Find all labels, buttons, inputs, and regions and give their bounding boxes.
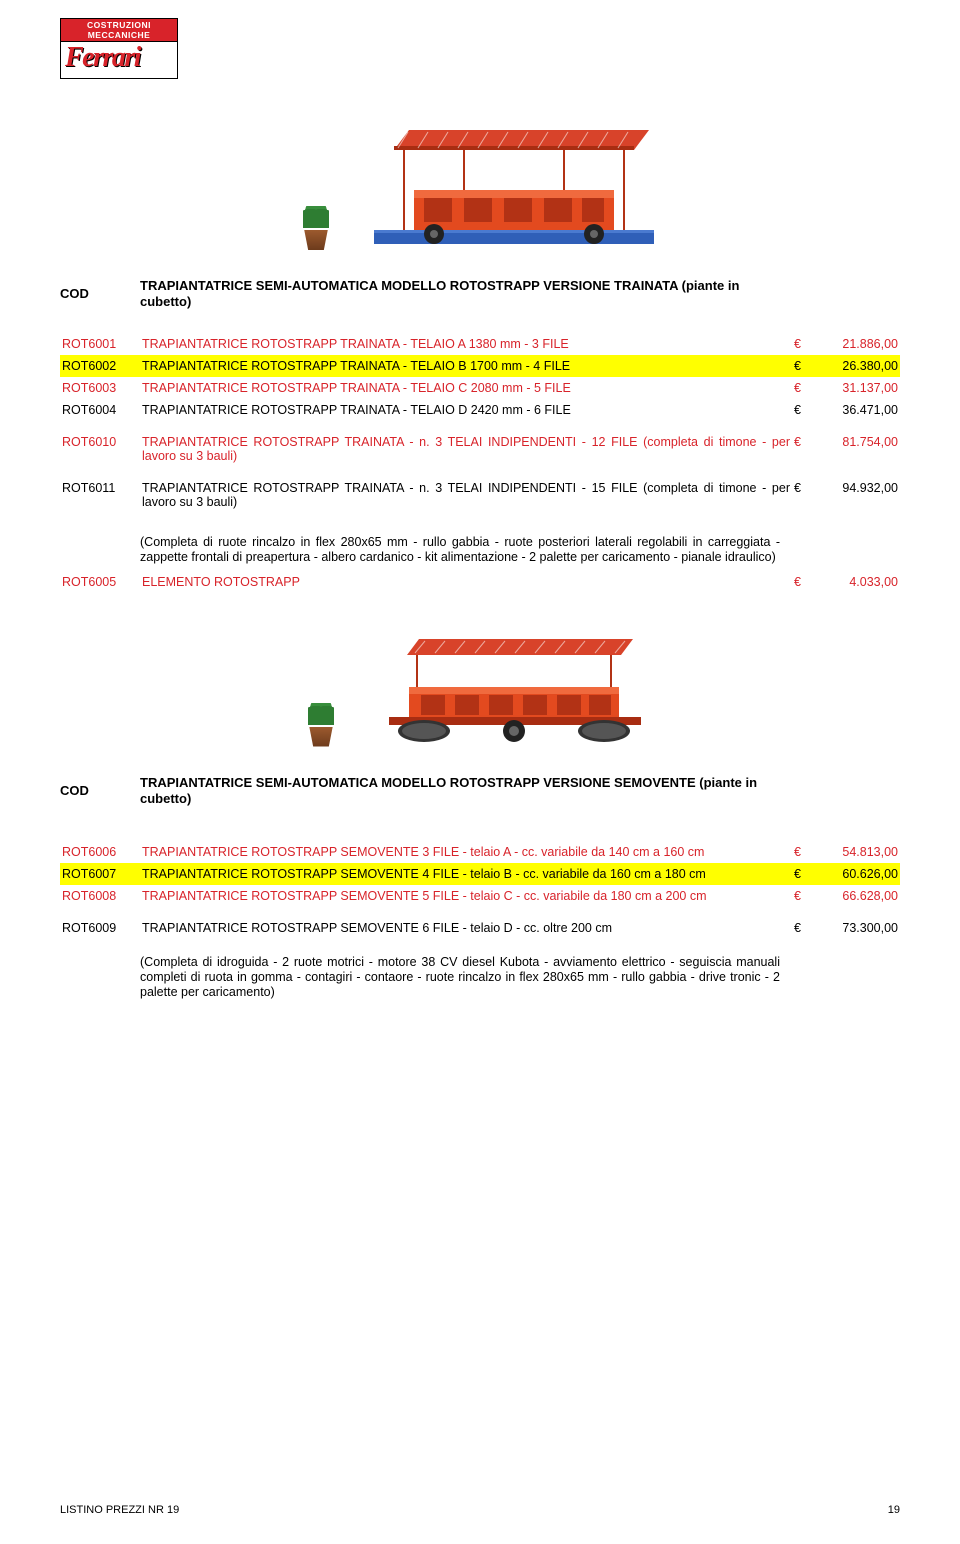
table-row: ROT6007TRAPIANTATRICE ROTOSTRAPP SEMOVEN… [60, 863, 900, 885]
footer-page-number: 19 [888, 1504, 900, 1516]
row-price: 60.626,00 [810, 863, 900, 885]
row-code: ROT6009 [60, 917, 140, 939]
logo-brand-text: Ferrari [65, 42, 140, 74]
row-price: 31.137,00 [810, 377, 900, 399]
section1-title: TRAPIANTATRICE SEMI-AUTOMATICA MODELLO R… [140, 278, 900, 311]
section1-header: COD TRAPIANTATRICE SEMI-AUTOMATICA MODEL… [60, 278, 900, 311]
row-price: 36.471,00 [810, 399, 900, 421]
table-row: ROT6006TRAPIANTATRICE ROTOSTRAPP SEMOVEN… [60, 841, 900, 863]
row-code: ROT6003 [60, 377, 140, 399]
row-code: ROT6001 [60, 333, 140, 355]
table-row: ROT6003TRAPIANTATRICE ROTOSTRAPP TRAINAT… [60, 377, 900, 399]
logo-tagline: COSTRUZIONI MECCANICHE [60, 18, 178, 41]
row-currency: € [792, 399, 810, 421]
row-description: TRAPIANTATRICE ROTOSTRAPP SEMOVENTE 3 FI… [140, 841, 792, 863]
row-description: TRAPIANTATRICE ROTOSTRAPP TRAINATA - TEL… [140, 355, 792, 377]
row-description: TRAPIANTATRICE ROTOSTRAPP TRAINATA - TEL… [140, 377, 792, 399]
cod-label: COD [60, 278, 140, 311]
row-currency: € [792, 863, 810, 885]
row-description: TRAPIANTATRICE ROTOSTRAPP TRAINATA - TEL… [140, 399, 792, 421]
plant-icon [296, 206, 336, 250]
row-code: ROT6008 [60, 885, 140, 907]
row-price: 4.033,00 [810, 571, 900, 593]
row-code: ROT6006 [60, 841, 140, 863]
machine-illustration-trainata [364, 100, 664, 250]
machine-illustration-semovente [369, 617, 659, 747]
table-row: ROT6010TRAPIANTATRICE ROTOSTRAPP TRAINAT… [60, 431, 900, 467]
row-price: 54.813,00 [810, 841, 900, 863]
row-description: TRAPIANTATRICE ROTOSTRAPP TRAINATA - n. … [140, 431, 792, 467]
row-description: TRAPIANTATRICE ROTOSTRAPP SEMOVENTE 5 FI… [140, 885, 792, 907]
row-currency: € [792, 355, 810, 377]
table-row: ROT6002TRAPIANTATRICE ROTOSTRAPP TRAINAT… [60, 355, 900, 377]
page-footer: LISTINO PREZZI NR 19 19 [60, 1504, 900, 1516]
row-price: 26.380,00 [810, 355, 900, 377]
row-description: TRAPIANTATRICE ROTOSTRAPP SEMOVENTE 6 FI… [140, 917, 792, 939]
row-currency: € [792, 431, 810, 467]
price-table-2: ROT6006TRAPIANTATRICE ROTOSTRAPP SEMOVEN… [60, 841, 900, 939]
note-block-2: (Completa di idroguida - 2 ruote motrici… [140, 955, 900, 1000]
row-description: TRAPIANTATRICE ROTOSTRAPP TRAINATA - TEL… [140, 333, 792, 355]
row-currency: € [792, 571, 810, 593]
row-currency: € [792, 841, 810, 863]
row-description: TRAPIANTATRICE ROTOSTRAPP SEMOVENTE 4 FI… [140, 863, 792, 885]
row-code: ROT6011 [60, 477, 140, 513]
note-block-1: (Completa di ruote rincalzo in flex 280x… [140, 535, 900, 565]
row-code: ROT6007 [60, 863, 140, 885]
price-table-1: ROT6001TRAPIANTATRICE ROTOSTRAPP TRAINAT… [60, 333, 900, 513]
row-currency: € [792, 885, 810, 907]
price-table-1b: ROT6005ELEMENTO ROTOSTRAPP€4.033,00 [60, 571, 900, 593]
table-row: ROT6009TRAPIANTATRICE ROTOSTRAPP SEMOVEN… [60, 917, 900, 939]
cod-label: COD [60, 775, 140, 808]
table-row: ROT6008TRAPIANTATRICE ROTOSTRAPP SEMOVEN… [60, 885, 900, 907]
row-description: TRAPIANTATRICE ROTOSTRAPP TRAINATA - n. … [140, 477, 792, 513]
row-code: ROT6005 [60, 571, 140, 593]
row-code: ROT6004 [60, 399, 140, 421]
footer-left: LISTINO PREZZI NR 19 [60, 1504, 179, 1516]
product-image-row-1 [60, 100, 900, 250]
row-code: ROT6010 [60, 431, 140, 467]
row-price: 66.628,00 [810, 885, 900, 907]
plant-icon [301, 703, 341, 747]
row-price: 81.754,00 [810, 431, 900, 467]
section2-title: TRAPIANTATRICE SEMI-AUTOMATICA MODELLO R… [140, 775, 900, 808]
row-code: ROT6002 [60, 355, 140, 377]
row-price: 73.300,00 [810, 917, 900, 939]
brand-logo: COSTRUZIONI MECCANICHE Ferrari [60, 18, 900, 82]
row-currency: € [792, 477, 810, 513]
table-row: ROT6005ELEMENTO ROTOSTRAPP€4.033,00 [60, 571, 900, 593]
section2-header: COD TRAPIANTATRICE SEMI-AUTOMATICA MODEL… [60, 775, 900, 808]
table-row: ROT6004TRAPIANTATRICE ROTOSTRAPP TRAINAT… [60, 399, 900, 421]
table-row: ROT6011TRAPIANTATRICE ROTOSTRAPP TRAINAT… [60, 477, 900, 513]
product-image-row-2 [60, 607, 900, 747]
table-row: ROT6001TRAPIANTATRICE ROTOSTRAPP TRAINAT… [60, 333, 900, 355]
row-price: 94.932,00 [810, 477, 900, 513]
row-currency: € [792, 917, 810, 939]
row-currency: € [792, 333, 810, 355]
row-description: ELEMENTO ROTOSTRAPP [140, 571, 792, 593]
row-price: 21.886,00 [810, 333, 900, 355]
row-currency: € [792, 377, 810, 399]
